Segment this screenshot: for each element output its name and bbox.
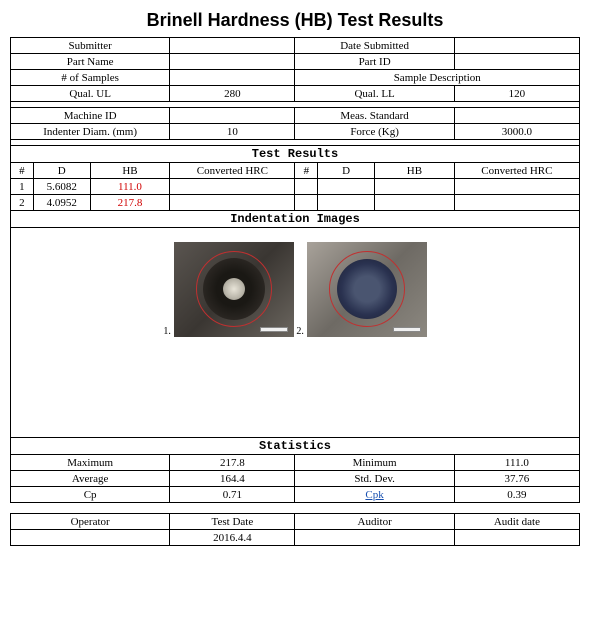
qual-ul-value: 280 [170,86,295,102]
indenter-diam-label: Indenter Diam. (mm) [11,124,170,140]
test-date-value: 2016.4.4 [170,530,295,546]
indent-image-2 [307,242,427,337]
samples-label: # of Samples [11,70,170,86]
cp-label: Cp [11,487,170,503]
col-hrc2: Converted HRC [454,163,579,179]
machine-id-value [170,108,295,124]
audit-date-label: Audit date [454,514,579,530]
cell-hb: 111.0 [90,179,170,195]
part-id-value [454,54,579,70]
cell-d: 5.6082 [33,179,90,195]
std-label: Std. Dev. [295,471,454,487]
image-label-1: 1. [163,326,171,337]
stats-section-header: Statistics [11,438,580,455]
page-title: Brinell Hardness (HB) Test Results [10,10,580,31]
col-d: D [33,163,90,179]
cell-hrc [170,195,295,211]
cp-value: 0.71 [170,487,295,503]
cell-n: 2 [11,195,34,211]
auditor-value [295,530,454,546]
images-cell: 1. 2. [11,228,580,438]
col-num2: # [295,163,318,179]
col-d2: D [318,163,375,179]
avg-value: 164.4 [170,471,295,487]
part-id-label: Part ID [295,54,454,70]
col-hb2: HB [375,163,455,179]
date-submitted-value [454,38,579,54]
sample-desc-label: Sample Description [295,70,580,86]
qual-ul-label: Qual. UL [11,86,170,102]
samples-value [170,70,295,86]
col-num: # [11,163,34,179]
images-section-header: Indentation Images [11,211,580,228]
table-row: 1 5.6082 111.0 [11,179,580,195]
cpk-label: Cpk [295,487,454,503]
max-label: Maximum [11,455,170,471]
submitter-label: Submitter [11,38,170,54]
force-value: 3000.0 [454,124,579,140]
report-table: Submitter Date Submitted Part Name Part … [10,37,580,503]
indent-image-1 [174,242,294,337]
col-hb: HB [90,163,170,179]
operator-label: Operator [11,514,170,530]
force-label: Force (Kg) [295,124,454,140]
indenter-diam-value: 10 [170,124,295,140]
machine-id-label: Machine ID [11,108,170,124]
audit-date-value [454,530,579,546]
std-value: 37.76 [454,471,579,487]
qual-ll-label: Qual. LL [295,86,454,102]
cell-hb: 217.8 [90,195,170,211]
operator-value [11,530,170,546]
auditor-label: Auditor [295,514,454,530]
max-value: 217.8 [170,455,295,471]
cell-d: 4.0952 [33,195,90,211]
meas-std-label: Meas. Standard [295,108,454,124]
footer-table: Operator Test Date Auditor Audit date 20… [10,513,580,546]
qual-ll-value: 120 [454,86,579,102]
min-value: 111.0 [454,455,579,471]
date-submitted-label: Date Submitted [295,38,454,54]
table-row: 2 4.0952 217.8 [11,195,580,211]
image-label-2: 2. [296,326,304,337]
avg-label: Average [11,471,170,487]
cell-hrc [170,179,295,195]
submitter-value [170,38,295,54]
results-section-header: Test Results [11,146,580,163]
cpk-value: 0.39 [454,487,579,503]
part-name-label: Part Name [11,54,170,70]
meas-std-value [454,108,579,124]
col-hrc: Converted HRC [170,163,295,179]
part-name-value [170,54,295,70]
test-date-label: Test Date [170,514,295,530]
cell-n: 1 [11,179,34,195]
min-label: Minimum [295,455,454,471]
